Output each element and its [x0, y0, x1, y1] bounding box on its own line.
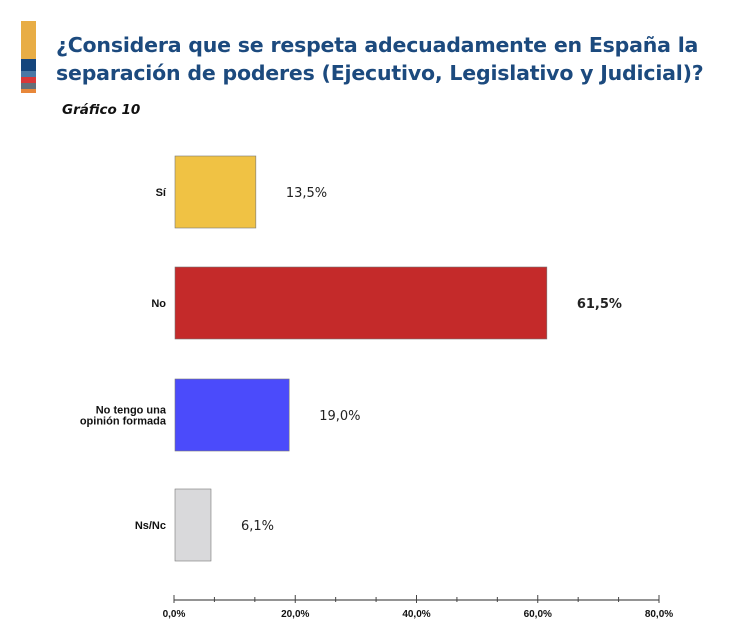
bar: [174, 488, 212, 562]
x-tick-label: 20,0%: [281, 609, 309, 620]
category-label: No: [151, 298, 166, 310]
value-label: 13,5%: [286, 186, 327, 201]
x-tick-label: 0,0%: [163, 609, 186, 620]
title-line-1: ¿Considera que se respeta adecuadamente …: [56, 33, 699, 57]
category-label: Ns/Nc: [135, 520, 166, 532]
logo-stripe: [21, 89, 36, 93]
chart-title: ¿Considera que se respeta adecuadamente …: [56, 31, 704, 87]
chart-subtitle: Gráfico 10: [62, 102, 141, 118]
x-tick-label: 60,0%: [524, 609, 552, 620]
logo-stripe: [21, 77, 36, 83]
x-tick-label: 80,0%: [645, 609, 673, 620]
value-label: 6,1%: [241, 519, 274, 534]
bar: [174, 155, 257, 229]
category-label: Sí: [156, 187, 167, 199]
x-tick-label: 40,0%: [402, 609, 430, 620]
category-label: No tengo una: [96, 405, 167, 417]
bar: [174, 266, 548, 340]
logo-stripe: [21, 59, 36, 71]
title-line-2: separación de poderes (Ejecutivo, Legisl…: [56, 61, 704, 85]
bar: [174, 378, 290, 452]
value-label: 61,5%: [577, 297, 622, 312]
logo-stripe: [21, 21, 36, 59]
value-label: 19,0%: [319, 409, 360, 424]
logo-stripe: [21, 83, 36, 89]
logo-stripe: [21, 71, 36, 77]
logo: [21, 21, 36, 93]
category-label: opinión formada: [80, 416, 167, 428]
